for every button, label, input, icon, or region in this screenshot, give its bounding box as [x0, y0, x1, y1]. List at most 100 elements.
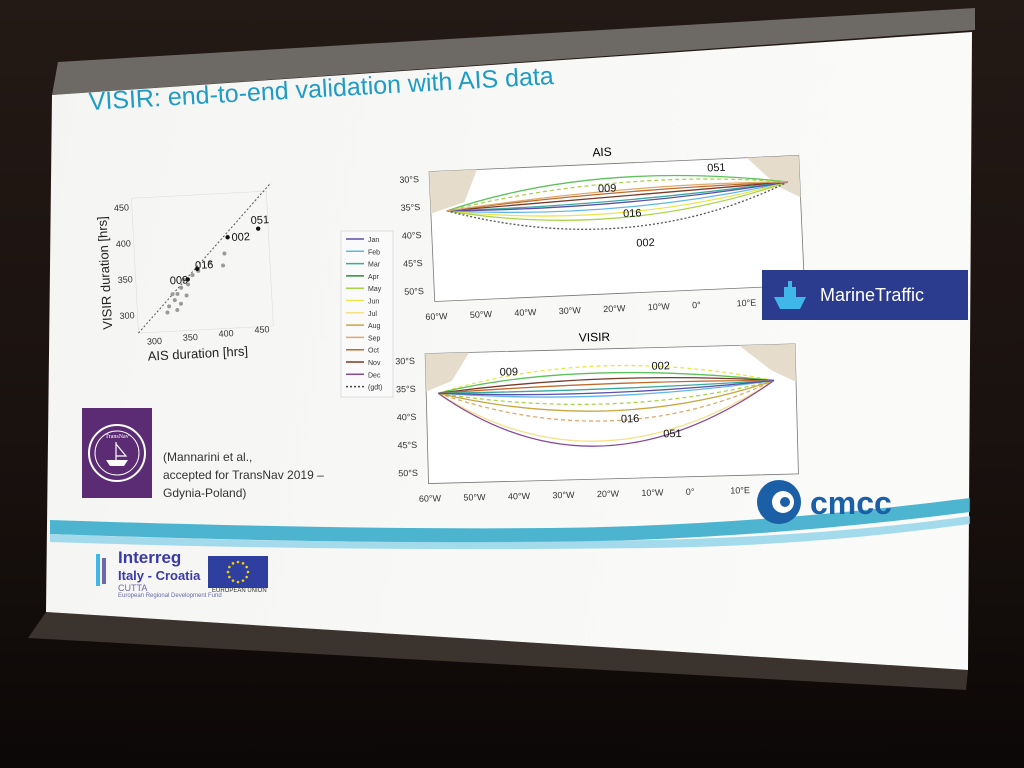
eu-flag-icon	[208, 556, 268, 588]
cmcc-swirl-icon	[757, 480, 801, 524]
visir-routes-map: VISIR 009 002 016 051 30°S3	[395, 330, 799, 504]
eu-star	[228, 575, 231, 579]
wave-decoration	[50, 498, 970, 550]
interreg-icon	[96, 554, 106, 586]
ais-map-title: AIS	[592, 145, 612, 160]
scatter-ylabel: VISIR duration [hrs]	[95, 216, 115, 330]
citation-line: (Mannarini et al.,	[163, 450, 253, 464]
visir-route-label: 016	[621, 413, 640, 425]
scatter-ytick: 400	[116, 238, 132, 249]
ais-route-label: 002	[636, 237, 655, 250]
legend-entry: Oct	[368, 348, 379, 355]
lon-tick-label: 10°E	[730, 485, 750, 496]
scatter-xtick: 400	[218, 328, 234, 339]
lat-tick-label: 50°S	[398, 468, 418, 479]
lon-tick-label: 40°W	[514, 307, 537, 318]
eu-star	[245, 575, 248, 579]
scatter-xtick: 350	[183, 332, 199, 343]
duration-scatter-plot: 051 002 009 016 300 350 400 450 300 350 …	[95, 182, 274, 364]
legend-entry: (gdt)	[368, 385, 382, 392]
eu-star	[231, 579, 235, 582]
lat-tick-label: 30°S	[400, 174, 419, 185]
eu-star	[226, 570, 230, 574]
interreg-name: Interreg	[118, 548, 182, 567]
lon-tick-label: 40°W	[508, 491, 531, 502]
eu-star	[228, 565, 231, 569]
lon-tick-label: 0°	[686, 487, 695, 497]
interreg-logo: Interreg Italy - Croatia CUTTA European …	[118, 548, 222, 599]
month-legend: Jan Feb Mar Apr May Jun Jul Aug Sep Oct Nov Dec (gdt…	[340, 230, 394, 398]
visir-map-title: VISIR	[579, 330, 611, 345]
scatter-label-016: 016	[195, 259, 214, 272]
slide-title: VISIR: end-to-end validation with AIS da…	[88, 62, 555, 116]
transnav-logo: TransNav	[82, 408, 152, 498]
lon-tick-label: 60°W	[425, 311, 448, 322]
scatter-label-002: 002	[231, 231, 250, 244]
eu-star	[236, 560, 240, 564]
citation-line: accepted for TransNav 2019 –	[163, 468, 324, 482]
marinetraffic-label: MarineTraffic	[820, 284, 925, 305]
africa-land	[739, 343, 797, 382]
south-america-land	[429, 169, 478, 214]
lat-tick-label: 35°S	[396, 384, 416, 395]
visir-route-label: 051	[663, 428, 682, 440]
lon-tick-label: 10°W	[647, 301, 670, 312]
legend-entry: Jun	[368, 299, 379, 306]
legend-entry: Aug	[368, 323, 381, 330]
scatter-xlabel: AIS duration [hrs]	[147, 343, 248, 363]
lat-tick-label: 30°S	[395, 356, 415, 367]
africa-land	[746, 155, 801, 198]
lon-tick-label: 50°W	[470, 309, 493, 320]
visir-route-label: 009	[500, 366, 519, 378]
transnav-logo-text: TransNav	[105, 434, 128, 440]
lat-tick-label: 40°S	[402, 230, 422, 241]
legend-entry: Sep	[368, 335, 381, 342]
lat-tick-label: 35°S	[400, 202, 420, 213]
lat-tick-label: 45°S	[403, 258, 423, 269]
lon-tick-label: 60°W	[419, 493, 442, 504]
lon-tick-label: 30°W	[559, 305, 582, 316]
legend-entry: Jan	[368, 237, 379, 244]
lon-tick-label: 50°W	[463, 492, 486, 503]
ais-route-label: 016	[623, 207, 642, 220]
legend-entry: Feb	[368, 249, 380, 256]
diagonal-reference-line	[138, 182, 272, 334]
eu-star	[236, 580, 240, 584]
ais-route-label: 009	[598, 182, 617, 195]
scatter-ytick: 450	[114, 202, 130, 213]
eu-star	[245, 565, 248, 569]
eu-label: EUROPEAN UNION	[212, 588, 267, 594]
legend-entry: Dec	[368, 372, 381, 379]
legend-entry: May	[368, 286, 382, 293]
interreg-project: CUTTA	[118, 583, 148, 593]
scatter-xtick: 450	[254, 324, 270, 335]
scatter-label-009: 009	[170, 274, 189, 287]
lon-tick-label: 20°W	[603, 303, 626, 314]
legend-entry: Nov	[368, 360, 381, 367]
lon-tick-label: 20°W	[597, 489, 620, 500]
south-america-land	[425, 352, 470, 392]
lat-tick-label: 45°S	[397, 440, 417, 451]
lon-tick-label: 0°	[692, 300, 701, 310]
cmcc-logo: cmcc	[810, 485, 892, 521]
marinetraffic-logo: MarineTraffic	[762, 270, 968, 320]
scatter-ytick: 300	[119, 310, 135, 321]
eu-star	[231, 562, 235, 565]
eu-star	[246, 570, 250, 574]
interreg-fund: European Regional Development Fund	[118, 593, 222, 599]
lon-tick-label: 30°W	[552, 490, 575, 501]
eu-star	[241, 562, 245, 565]
scatter-ytick: 350	[117, 274, 133, 285]
visir-route-label: 002	[651, 360, 670, 372]
eu-star	[241, 579, 245, 582]
legend-entry: Apr	[368, 274, 380, 281]
legend-entry: Jul	[368, 311, 377, 318]
lat-tick-label: 40°S	[397, 412, 417, 423]
lat-tick-label: 50°S	[404, 286, 424, 297]
scatter-label-051: 051	[250, 214, 269, 227]
interreg-subtitle: Italy - Croatia	[118, 568, 201, 583]
legend-entry: Mar	[368, 262, 381, 269]
lon-tick-label: 10°E	[736, 297, 756, 308]
ship-icon	[774, 281, 806, 309]
